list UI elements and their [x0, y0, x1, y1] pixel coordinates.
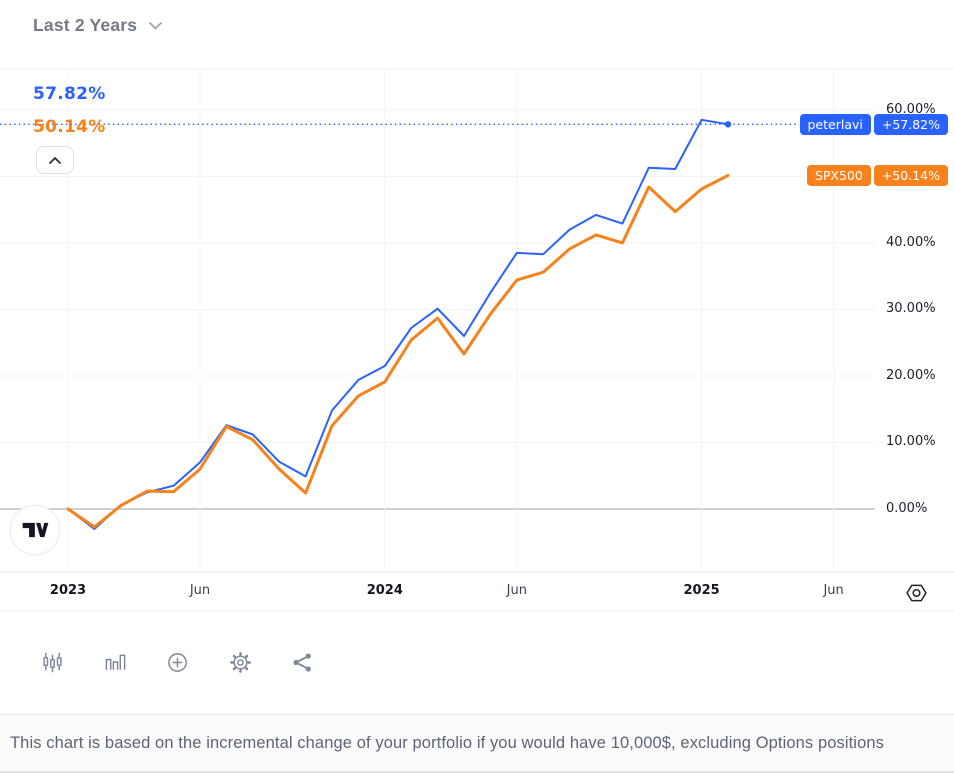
bar-chart-icon: [104, 651, 127, 674]
collapse-legend-button[interactable]: [36, 146, 74, 174]
x-axis-label: 2024: [366, 583, 403, 598]
hexagon-eye-icon[interactable]: [903, 580, 929, 605]
bar-chart-button[interactable]: [95, 642, 135, 682]
x-axis-label: Jun: [506, 583, 527, 598]
x-axis-label: 2025: [683, 583, 720, 598]
share-icon: [291, 651, 314, 674]
y-axis-label: 0.00%: [886, 501, 928, 516]
disclaimer-bar: This chart is based on the incremental c…: [0, 714, 954, 773]
gear-icon: [229, 651, 252, 674]
time-range-label: Last 2 Years: [33, 15, 138, 35]
portfolio-return-value: 57.82%: [33, 84, 106, 104]
series-badge-name: peterlavi: [799, 113, 871, 135]
series-badge-peterlavi: peterlavi +57.82%: [799, 113, 948, 135]
y-axis-label: 30.00%: [886, 301, 936, 317]
series-badge-SPX500: SPX500 +50.14%: [806, 164, 948, 186]
tradingview-logo-glyph: [22, 522, 48, 538]
disclaimer-text: This chart is based on the incremental c…: [10, 733, 884, 752]
x-axis-label: Jun: [189, 583, 211, 598]
chart-pane[interactable]: [0, 69, 878, 572]
y-axis-label: 10.00%: [886, 434, 936, 450]
chart-toolbar: [0, 630, 954, 694]
y-axis-label: 40.00%: [886, 234, 936, 250]
candlestick-chart-button[interactable]: [32, 642, 72, 682]
add-button[interactable]: [157, 642, 197, 682]
y-axis-label: 60.00%: [886, 101, 936, 117]
settings-button[interactable]: [220, 642, 260, 682]
time-range-selector[interactable]: Last 2 Years: [33, 15, 163, 36]
share-button[interactable]: [282, 642, 322, 682]
series-badge-name: SPX500: [806, 164, 871, 186]
chevron-up-icon: [48, 156, 62, 164]
benchmark-return-value: 50.14%: [33, 117, 106, 137]
series-badge-value: +50.14%: [873, 164, 948, 186]
x-axis-label: 2023: [49, 583, 87, 598]
chevron-down-icon: [149, 21, 163, 30]
tradingview-logo[interactable]: [10, 505, 60, 555]
x-axis-label: Jun: [823, 583, 844, 598]
series-badge-value: +57.82%: [873, 113, 948, 135]
y-axis-label: 20.00%: [886, 367, 936, 383]
plus-circle-icon: [166, 651, 189, 674]
candlestick-chart-icon: [41, 651, 64, 674]
